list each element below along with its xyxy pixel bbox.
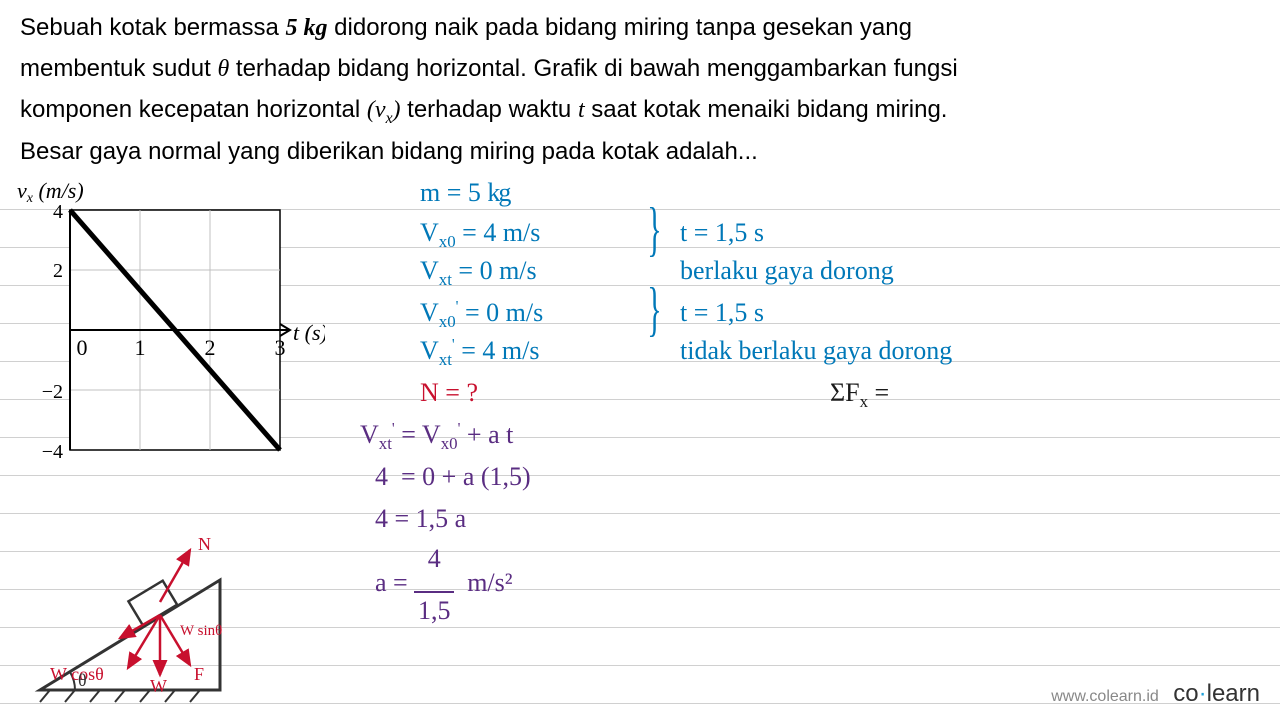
- work-note1: berlaku gaya dorong: [680, 256, 894, 286]
- force-arrows: [120, 550, 190, 675]
- svg-text:W cosθ: W cosθ: [50, 664, 104, 684]
- svg-text:N: N: [198, 534, 211, 554]
- svg-text:0: 0: [77, 335, 88, 360]
- svg-text:3: 3: [275, 335, 286, 360]
- work-N-question: N = ?: [420, 378, 478, 408]
- velocity-chart: vx (m/s) t (s) 4 2 −2 −4 0 1 2: [15, 180, 325, 460]
- work-sumFx: ΣFx =: [830, 378, 889, 412]
- work-eq2: 4 = 0 + a (1,5): [375, 462, 531, 492]
- brace-2: }: [640, 294, 669, 336]
- problem-line-1: Sebuah kotak bermassa 5 kg didorong naik…: [20, 8, 1260, 49]
- svg-text:1: 1: [135, 335, 146, 360]
- svg-text:2: 2: [205, 335, 216, 360]
- work-vx0: Vx0 = 4 m/s: [420, 218, 540, 252]
- work-a-result: a = 4 1,5 m/s²: [375, 546, 513, 624]
- svg-text:−2: −2: [42, 381, 63, 403]
- svg-text:W sinθ: W sinθ: [180, 623, 222, 639]
- work-t2: t = 1,5 s: [680, 298, 764, 328]
- work-vxtp: Vxt' = 4 m/s: [420, 336, 539, 370]
- ground-hatch: [40, 690, 200, 702]
- brace-1: }: [640, 214, 669, 256]
- work-eq1: Vxt' = Vx0' + a t: [360, 420, 513, 454]
- work-vx0p: Vx0' = 0 m/s: [420, 298, 543, 332]
- work-t1: t = 1,5 s: [680, 218, 764, 248]
- work-note2: tidak berlaku gaya dorong: [680, 336, 952, 366]
- free-body-diagram: N W W cosθ W sinθ F θ: [20, 520, 280, 710]
- svg-text:F: F: [194, 664, 204, 684]
- svg-text:W: W: [150, 676, 167, 696]
- svg-text:2: 2: [53, 260, 63, 282]
- y-ticks: 4 2 −2 −4: [42, 201, 63, 460]
- work-vxt: Vxt = 0 m/s: [420, 256, 537, 290]
- svg-text:4: 4: [53, 201, 63, 223]
- x-axis-label: t (s): [293, 320, 325, 345]
- problem-line-2: membentuk sudut θ terhadap bidang horizo…: [20, 49, 1260, 90]
- problem-line-4: Besar gaya normal yang diberikan bidang …: [20, 132, 1260, 173]
- y-axis-label: vx (m/s): [17, 180, 84, 206]
- svg-text:−4: −4: [42, 441, 63, 460]
- svg-text:θ: θ: [78, 670, 87, 690]
- problem-statement: Sebuah kotak bermassa 5 kg didorong naik…: [0, 0, 1280, 173]
- watermark: www.colearn.id co·learn: [1051, 680, 1260, 708]
- work-mass: m = 5 kg: [420, 178, 509, 208]
- problem-line-3: komponen kecepatan horizontal (vx) terha…: [20, 90, 1260, 132]
- chart-svg: vx (m/s) t (s) 4 2 −2 −4 0 1 2: [15, 180, 325, 460]
- work-eq3: 4 = 1,5 a: [375, 504, 466, 534]
